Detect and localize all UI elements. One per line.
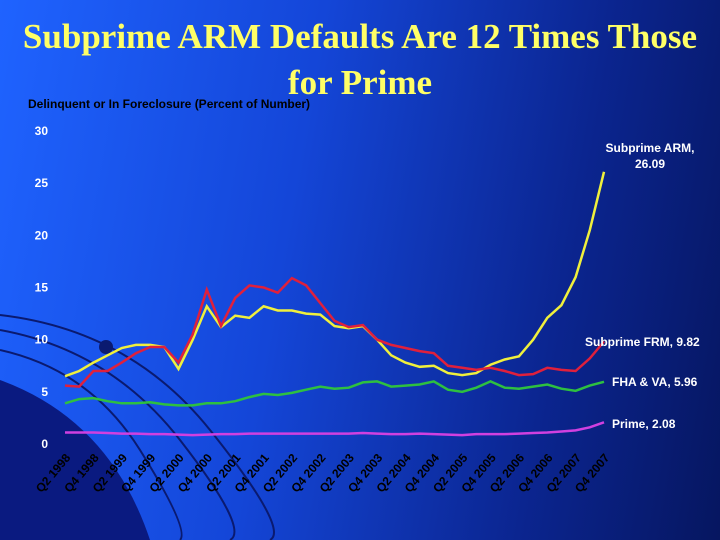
series-label: Subprime ARM, 26.09	[606, 141, 695, 171]
slide-title: Subprime ARM Defaults Are 12 Times Those…	[22, 17, 698, 102]
decoration	[0, 314, 275, 540]
y-axis-label: Delinquent or In Foreclosure (Percent of…	[28, 97, 310, 111]
series-label: Prime, 2.08	[612, 417, 676, 431]
y-tick-label: 5	[41, 385, 48, 399]
series-label: FHA & VA, 5.96	[612, 375, 698, 389]
series-line	[64, 276, 605, 388]
y-tick-label: 10	[35, 333, 49, 347]
series-line	[64, 380, 605, 407]
y-tick-label: 0	[41, 437, 48, 451]
series-label: Subprime FRM, 9.82	[585, 335, 700, 349]
y-tick-label: 15	[35, 281, 49, 295]
series-line	[65, 421, 605, 437]
y-tick-label: 25	[35, 176, 49, 190]
y-tick-label: 20	[35, 228, 49, 242]
y-tick-label: 30	[35, 124, 49, 138]
series-line	[64, 171, 606, 378]
